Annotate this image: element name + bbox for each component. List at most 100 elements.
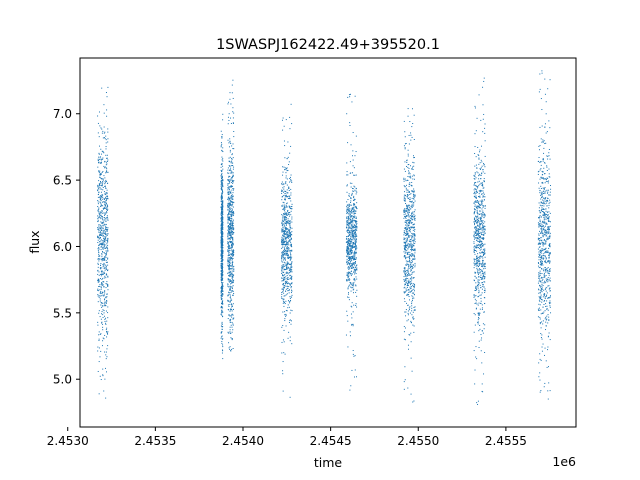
data-point <box>285 250 287 252</box>
data-point <box>100 221 102 223</box>
data-point <box>230 214 232 216</box>
data-point <box>99 234 101 236</box>
data-point <box>291 294 293 296</box>
data-point <box>284 241 286 243</box>
data-point <box>228 260 230 262</box>
data-point <box>484 207 486 209</box>
data-point <box>229 245 231 247</box>
data-point <box>473 191 475 193</box>
data-point <box>475 192 477 194</box>
data-point <box>97 115 99 117</box>
data-point <box>407 293 409 295</box>
data-point <box>348 193 350 195</box>
data-point <box>100 202 102 204</box>
data-point <box>349 172 351 174</box>
data-point <box>409 239 411 241</box>
data-point <box>231 185 232 187</box>
data-point <box>220 270 222 272</box>
data-point <box>289 232 291 234</box>
data-point <box>283 259 285 261</box>
data-point <box>230 236 232 238</box>
data-point <box>100 318 102 320</box>
data-point <box>537 282 539 284</box>
data-point <box>287 243 289 245</box>
data-point <box>482 184 484 185</box>
data-point <box>231 241 233 243</box>
data-point <box>475 277 477 279</box>
data-point <box>405 221 407 223</box>
data-point <box>221 282 223 284</box>
data-point <box>353 174 355 176</box>
data-point <box>102 157 104 159</box>
data-point <box>282 252 284 254</box>
data-point <box>105 148 107 150</box>
data-point <box>291 261 293 263</box>
data-point <box>281 258 283 260</box>
data-point <box>482 131 484 133</box>
data-point <box>408 256 410 258</box>
data-point <box>355 273 357 275</box>
data-point <box>228 200 230 202</box>
data-point <box>222 239 224 241</box>
data-point <box>403 247 405 249</box>
data-point <box>478 175 480 177</box>
data-point <box>476 215 478 217</box>
data-point <box>350 273 352 275</box>
data-point <box>230 167 232 169</box>
data-point <box>230 222 232 224</box>
data-point <box>482 261 484 263</box>
data-point <box>106 253 108 255</box>
data-point <box>288 235 290 237</box>
data-point <box>355 285 357 287</box>
data-point <box>541 350 543 352</box>
data-point <box>481 304 483 306</box>
data-point <box>479 226 481 228</box>
data-point <box>411 222 413 224</box>
data-point <box>352 190 354 192</box>
data-point <box>97 209 99 211</box>
data-point <box>106 205 108 207</box>
data-point <box>483 373 485 375</box>
data-point <box>290 235 292 237</box>
data-point <box>347 255 349 257</box>
data-point <box>221 263 223 265</box>
data-point <box>350 248 352 250</box>
data-point <box>98 184 100 186</box>
data-point <box>228 253 230 255</box>
data-point <box>483 222 485 224</box>
data-point <box>349 268 351 270</box>
data-point <box>354 236 356 238</box>
data-point <box>412 216 414 218</box>
data-point <box>222 113 224 115</box>
data-point <box>354 252 356 254</box>
data-point <box>220 254 222 256</box>
data-point <box>482 237 484 239</box>
data-point <box>99 156 101 158</box>
data-point <box>484 232 486 234</box>
data-point <box>105 264 107 266</box>
data-point <box>353 258 355 260</box>
data-point <box>97 294 99 296</box>
data-point <box>407 197 409 199</box>
data-point <box>227 218 229 220</box>
data-point <box>480 294 482 296</box>
data-point <box>233 249 235 251</box>
data-point <box>484 215 486 217</box>
data-point <box>105 303 107 304</box>
data-point <box>410 261 412 263</box>
data-point <box>408 261 410 263</box>
data-point <box>232 305 234 307</box>
data-point <box>222 202 224 204</box>
data-point <box>347 287 349 289</box>
data-point <box>107 276 109 278</box>
data-point <box>409 259 411 261</box>
data-point <box>232 276 234 277</box>
data-point <box>101 259 103 261</box>
data-point <box>106 327 108 329</box>
data-point <box>346 207 348 209</box>
data-point <box>233 227 235 229</box>
data-point <box>104 193 106 195</box>
data-point <box>407 231 409 233</box>
data-point <box>351 257 353 259</box>
data-point <box>352 267 354 269</box>
